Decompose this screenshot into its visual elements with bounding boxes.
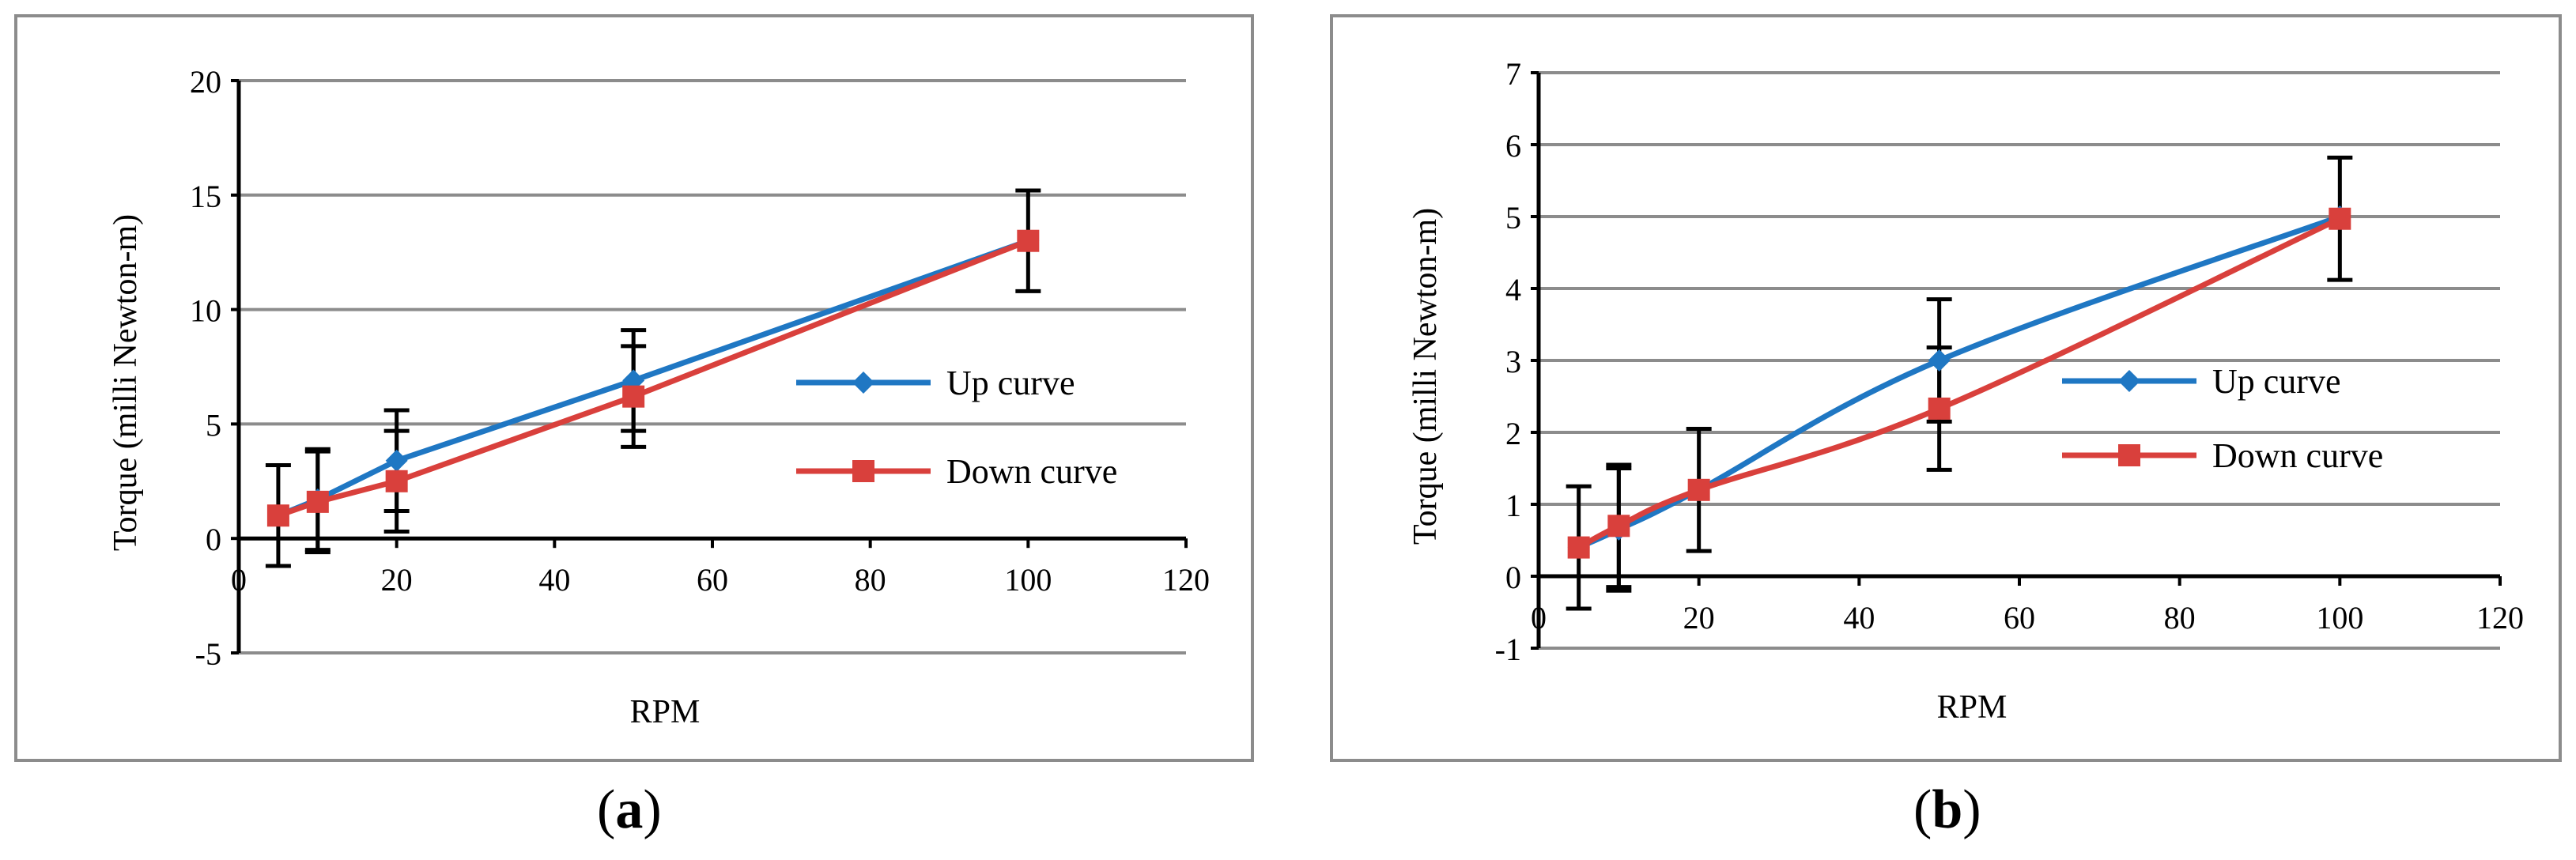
up-curve-point: [385, 449, 408, 472]
legend-label-up-curve: Up curve: [2212, 362, 2341, 401]
down-curve-point: [2329, 207, 2351, 230]
y-tick-label: -1: [1495, 632, 1521, 667]
x-axis-label: RPM: [1937, 689, 2008, 726]
y-tick-label: 0: [206, 522, 221, 557]
chart-a: -5 0 5 10 15 20 0 20 40 60 80 100 120 RPM Torque (mill…: [108, 64, 1210, 730]
down-curve-point: [1607, 515, 1630, 538]
down-curve-point: [266, 504, 289, 527]
x-tick-label: 40: [1843, 600, 1875, 636]
down-curve-point: [306, 490, 329, 513]
y-tick-label: 15: [190, 179, 221, 214]
y-tick-label: 2: [1505, 416, 1521, 451]
legend-marker-down-curve: [852, 460, 874, 482]
up-curve-point: [1928, 349, 1951, 372]
x-tick-label: 20: [1683, 600, 1715, 636]
chart-b: -1 0 1 2 3 4 5 6 7 0 20 40 60 80 100 120 RPM Torque (mill…: [1407, 56, 2524, 726]
down-curve-point: [622, 385, 645, 408]
y-tick-label: 7: [1505, 56, 1521, 92]
legend-marker-up-curve: [852, 372, 874, 394]
y-tick-label: 5: [206, 407, 221, 443]
x-axis-label: RPM: [630, 694, 701, 730]
panel-label-a: (a): [597, 779, 662, 840]
x-tick-label: 100: [2316, 600, 2363, 636]
y-tick-label: 1: [1505, 488, 1521, 523]
x-tick-label: 0: [231, 562, 247, 598]
y-axis-label: Torque (milli Newton-m): [108, 214, 144, 551]
down-curve-point: [385, 470, 408, 492]
down-curve-point: [1928, 397, 1951, 420]
y-tick-label: 20: [190, 64, 221, 100]
down-curve-point: [1567, 536, 1590, 559]
chart-panel-a: -5 0 5 10 15 20 0 20 40 60 80 100 120 RPM Torque (mill…: [14, 14, 1254, 762]
down-curve-point: [1687, 478, 1710, 501]
y-tick-label: 10: [190, 293, 221, 329]
y-axis-label: Torque (milli Newton-m): [1407, 208, 1444, 545]
y-tick-label: 6: [1505, 128, 1521, 164]
y-tick-label: 0: [1505, 560, 1521, 595]
x-tick-label: 120: [1162, 562, 1210, 598]
y-tick-label: 5: [1505, 200, 1521, 236]
legend-label-down-curve: Down curve: [946, 452, 1117, 491]
y-tick-label: 4: [1505, 272, 1521, 307]
x-tick-label: 80: [2164, 600, 2196, 636]
x-tick-label: 80: [855, 562, 886, 598]
legend-label-down-curve: Down curve: [2212, 436, 2383, 475]
chart-panel-b: -1 0 1 2 3 4 5 6 7 0 20 40 60 80 100 120 RPM Torque (mill…: [1330, 14, 2562, 762]
x-tick-label: 120: [2476, 600, 2524, 636]
x-tick-label: 20: [381, 562, 413, 598]
y-tick-label: -5: [195, 636, 221, 672]
legend-marker-up-curve: [2118, 370, 2140, 392]
down-curve-point: [1017, 229, 1040, 252]
x-tick-label: 60: [2004, 600, 2035, 636]
panel-label-b: (b): [1913, 779, 1981, 840]
y-tick-label: 3: [1505, 344, 1521, 379]
x-tick-label: 40: [538, 562, 570, 598]
x-tick-label: 0: [1531, 600, 1547, 636]
legend-label-up-curve: Up curve: [946, 364, 1075, 402]
x-tick-label: 100: [1004, 562, 1052, 598]
legend-marker-down-curve: [2118, 444, 2140, 466]
x-tick-label: 60: [697, 562, 728, 598]
